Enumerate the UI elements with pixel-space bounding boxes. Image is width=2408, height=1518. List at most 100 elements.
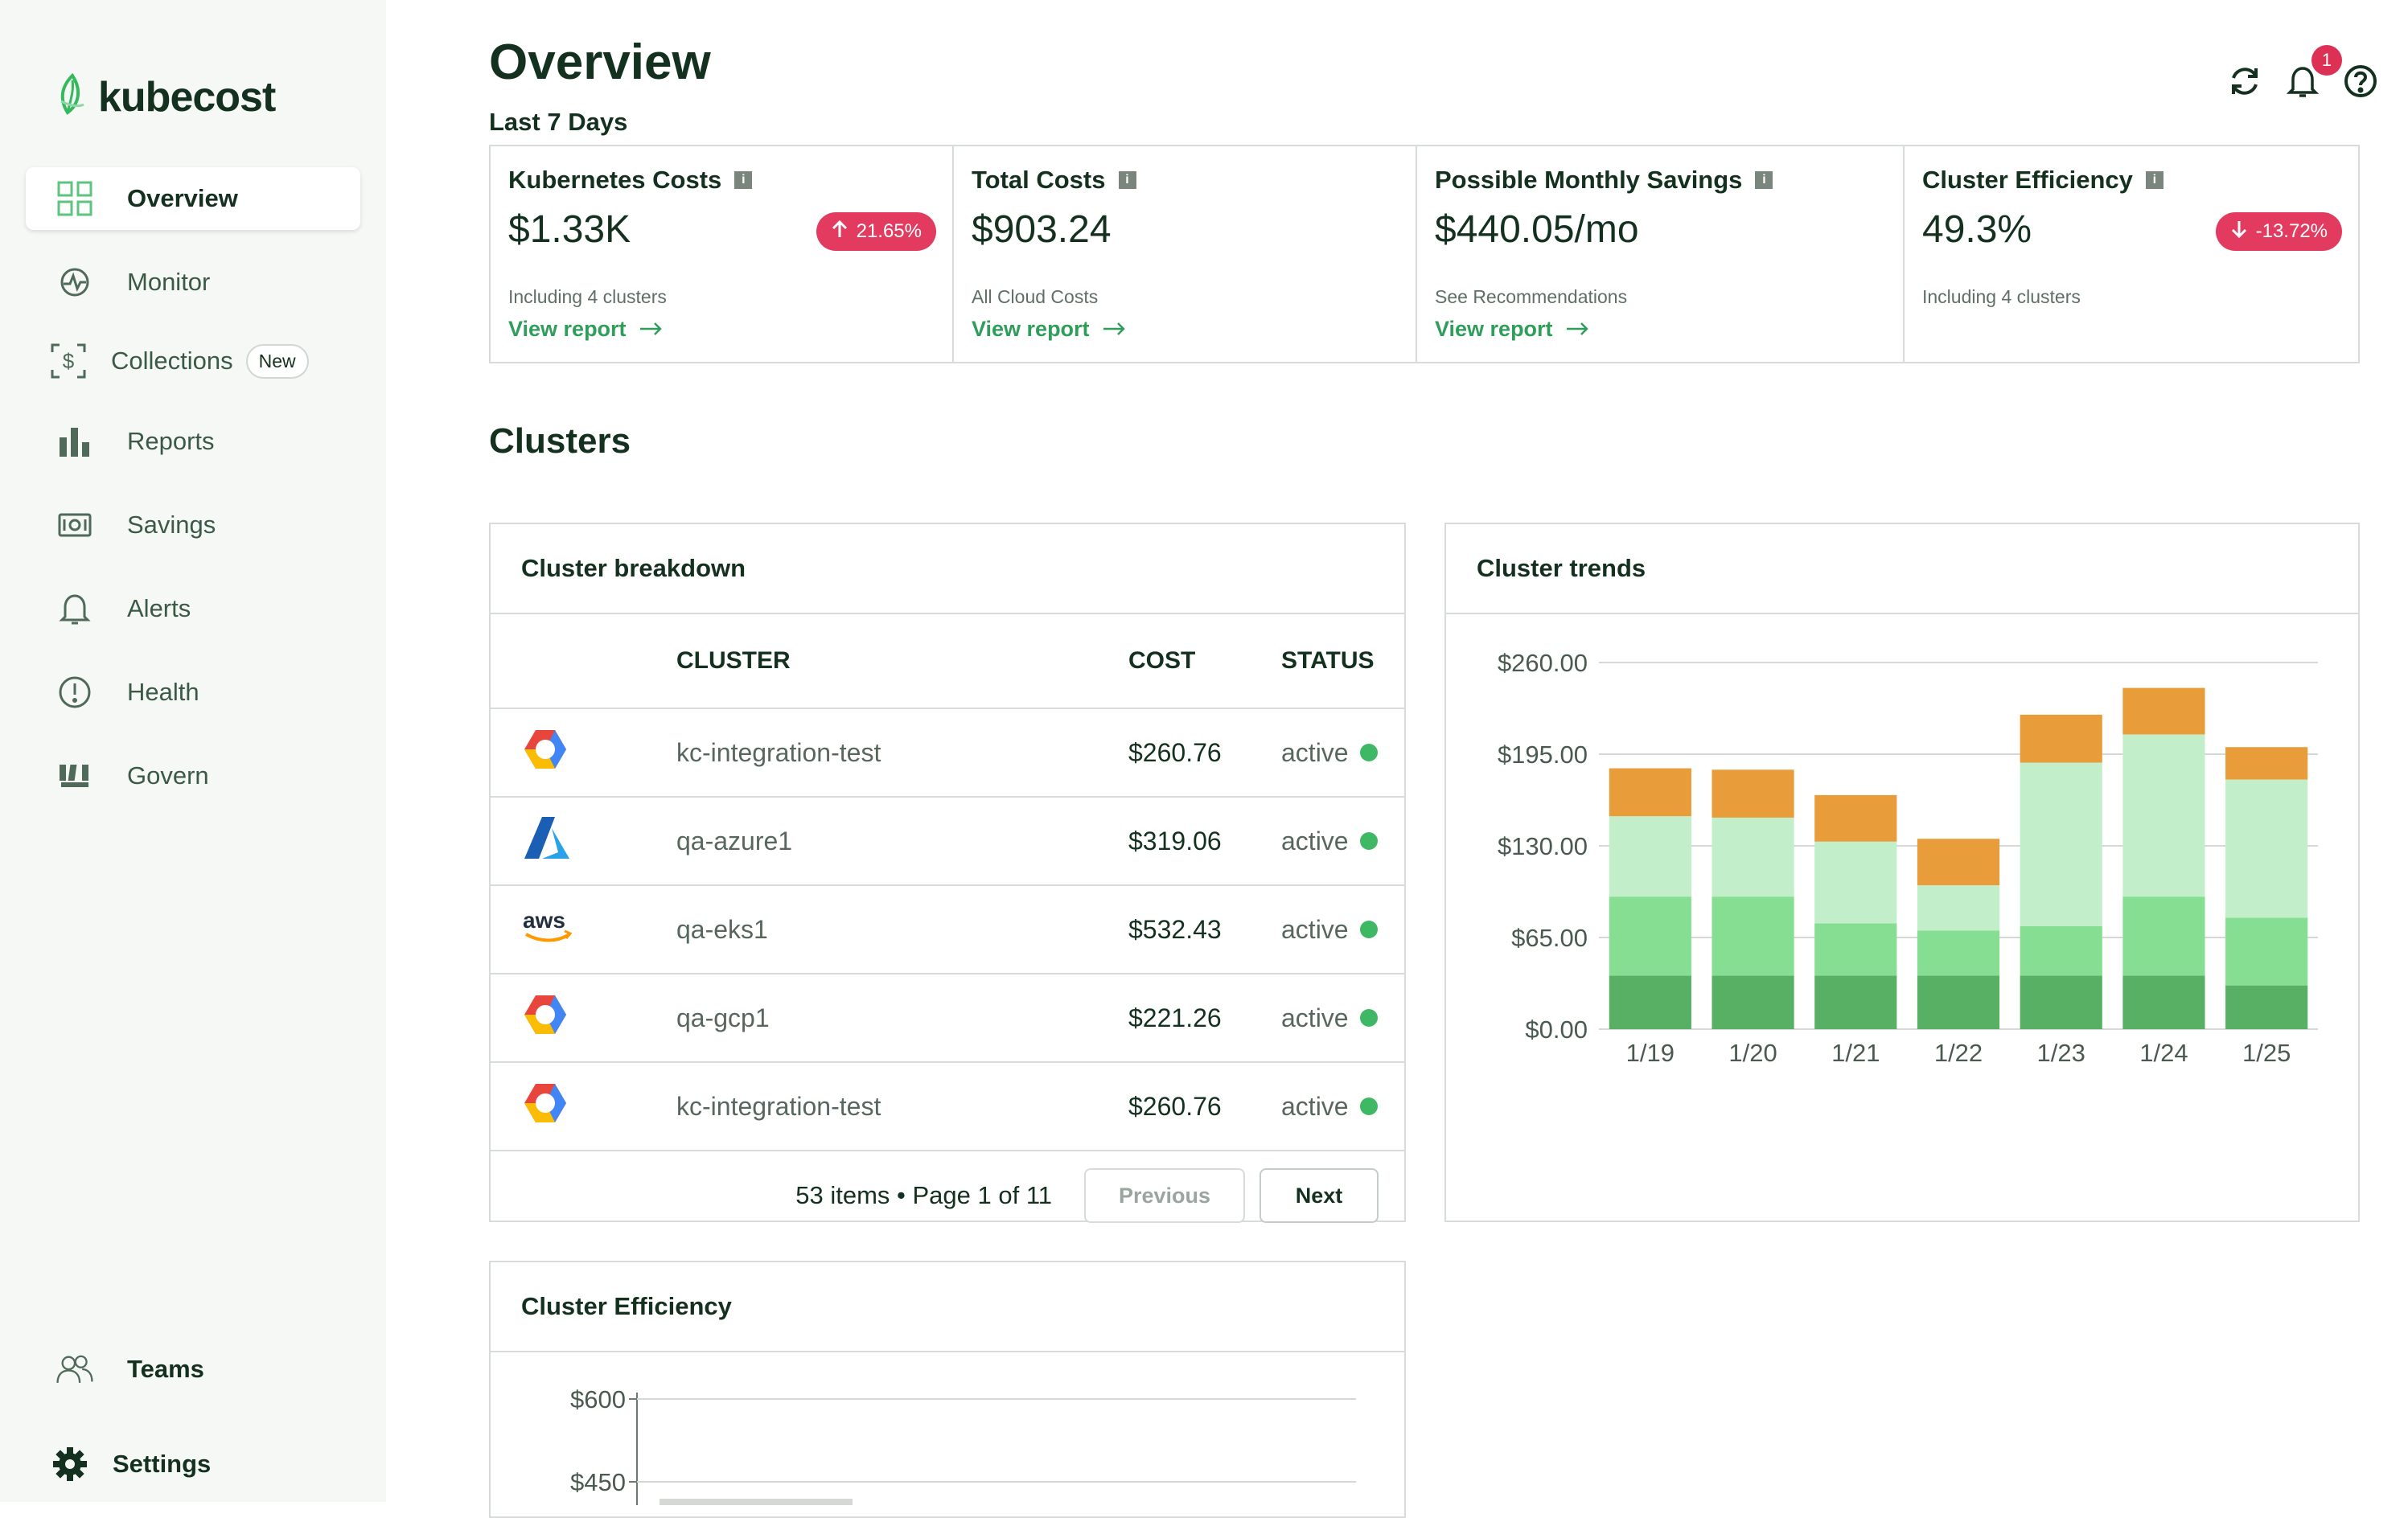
bar-segment [2225, 747, 2308, 780]
y-tick-label: $195.00 [1498, 741, 1588, 769]
cluster-cost: $221.26 [1128, 974, 1280, 1063]
gcp-icon [521, 995, 569, 1044]
help-icon[interactable] [2342, 63, 2379, 100]
table-row[interactable]: qa-azure1 $319.06 active [491, 797, 1404, 886]
view-report-link[interactable]: View report [972, 317, 1125, 342]
sidebar-item-label: Collections [111, 347, 233, 375]
top-toolbar: 1 [2226, 45, 2379, 100]
bar-segment [2122, 896, 2205, 976]
bar-segment [2122, 975, 2205, 1029]
status-dot [1359, 744, 1378, 761]
cluster-efficiency-chart: $600 $450 [570, 1385, 1356, 1505]
cluster-name[interactable]: qa-azure1 [676, 797, 1128, 886]
cluster-name[interactable]: qa-eks1 [676, 885, 1128, 974]
bar-segment [1917, 930, 2000, 976]
table-header-row: CLUSTER COST STATUS [491, 614, 1404, 709]
sidebar-item-settings[interactable]: Settings [26, 1433, 360, 1495]
sidebar-item-overview[interactable]: Overview [26, 167, 360, 230]
x-tick-label: 1/20 [1728, 1039, 1777, 1067]
status-dot [1359, 1097, 1378, 1115]
sidebar-item-label: Reports [127, 427, 215, 455]
delta-value: 21.65% [856, 220, 922, 242]
next-page-button[interactable]: Next [1259, 1168, 1379, 1223]
cluster-status: active [1281, 1003, 1349, 1032]
table-row[interactable]: aws qa-eks1 $532.43 active [491, 885, 1404, 974]
sidebar-item-label: Teams [127, 1355, 204, 1383]
info-icon[interactable]: i [1755, 171, 1773, 189]
activity-circle-icon [56, 264, 93, 301]
x-tick-label: 1/24 [2139, 1039, 2188, 1067]
bar-segment [2020, 762, 2102, 926]
bar-top [660, 1499, 853, 1505]
link-label: View report [972, 317, 1090, 341]
column-header-cost[interactable]: COST [1128, 614, 1280, 709]
bar-chart-icon [56, 423, 93, 460]
pagination-summary: 53 items • Page 1 of 11 [795, 1181, 1052, 1209]
card-value: 49.3% [1922, 208, 2032, 251]
bar-segment [1814, 794, 1897, 842]
grid-icon [56, 180, 93, 217]
azure-icon [523, 817, 571, 866]
cluster-name[interactable]: kc-integration-test [676, 708, 1128, 798]
kubecost-logo[interactable]: kubecost [56, 72, 276, 121]
y-tick-label: $130.00 [1498, 832, 1588, 860]
bar-segment [1917, 975, 2000, 1029]
bar-segment [2225, 779, 2308, 918]
bar-segment [1917, 839, 2000, 886]
card-title: Cluster Efficiency [1922, 166, 2133, 194]
sidebar-item-collections[interactable]: $ Collections New [26, 330, 360, 392]
arrow-right-icon [639, 317, 662, 342]
info-icon[interactable]: i [734, 171, 753, 189]
card-value: $1.33K [508, 208, 631, 251]
cluster-status: active [1281, 737, 1349, 767]
table-row[interactable]: kc-integration-test $260.76 active [491, 708, 1404, 798]
sidebar-item-health[interactable]: Health [26, 661, 360, 724]
main-content: Overview Last 7 Days 1 Kubernetes Costs i… [489, 0, 2408, 1518]
info-icon[interactable]: i [2145, 171, 2164, 189]
sidebar-item-alerts[interactable]: Alerts [26, 577, 360, 640]
cluster-trends-chart: $0.00 $65.00 $130.00 $195.00 $260.00 1/19 1/20… [1498, 649, 2318, 1067]
previous-page-button[interactable]: Previous [1084, 1168, 1245, 1223]
view-report-link[interactable]: View report [1435, 317, 1588, 342]
column-header-status[interactable]: STATUS [1280, 614, 1404, 709]
bar-segment [2020, 714, 2102, 763]
sidebar-item-reports[interactable]: Reports [26, 410, 360, 473]
x-tick-label: 1/25 [2242, 1039, 2291, 1067]
status-dot [1359, 1009, 1378, 1027]
cluster-status: active [1281, 914, 1349, 944]
total-costs-card: Total Costs i $903.24 All Cloud Costs Vie… [954, 146, 1417, 362]
summary-cards: Kubernetes Costs i $1.33K 21.65% Includin… [489, 145, 2360, 363]
card-note: Including 4 clusters [508, 286, 667, 307]
date-range-label: Last 7 Days [489, 108, 628, 136]
card-note: Including 4 clusters [1922, 286, 2081, 307]
table-row[interactable]: kc-integration-test $260.76 active [491, 1062, 1404, 1151]
delta-value: -13.72% [2255, 220, 2328, 242]
view-report-link[interactable]: View report [508, 317, 662, 342]
notifications-bell-icon[interactable]: 1 [2284, 45, 2342, 100]
bar-segment [1711, 817, 1794, 897]
new-badge: New [245, 343, 309, 379]
bar-segment [2225, 985, 2308, 1029]
bar-segment [2122, 687, 2205, 735]
bar-segment [1609, 816, 1691, 897]
bar-segment [1814, 841, 1897, 924]
table-row[interactable]: qa-gcp1 $221.26 active [491, 974, 1404, 1063]
sidebar-item-monitor[interactable]: Monitor [26, 251, 360, 314]
card-title: Total Costs [972, 166, 1106, 194]
delta-badge: 21.65% [816, 212, 936, 251]
sidebar-item-govern[interactable]: Govern [26, 745, 360, 807]
status-dot [1359, 832, 1378, 850]
sidebar-item-savings[interactable]: Savings [26, 494, 360, 556]
sidebar: kubecost Overview Monitor $ Collections … [0, 0, 386, 1502]
cluster-name[interactable]: kc-integration-test [676, 1062, 1128, 1151]
delta-badge: -13.72% [2215, 212, 2342, 251]
cluster-name[interactable]: qa-gcp1 [676, 974, 1128, 1063]
sidebar-item-teams[interactable]: Teams [26, 1338, 360, 1401]
sidebar-item-label: Settings [113, 1450, 212, 1478]
bar-segment [2225, 917, 2308, 986]
refresh-icon[interactable] [2226, 63, 2263, 100]
column-header-cluster[interactable]: CLUSTER [676, 614, 1128, 709]
gcp-icon [521, 730, 569, 779]
info-icon[interactable]: i [1118, 171, 1136, 189]
svg-text:$: $ [63, 349, 75, 373]
